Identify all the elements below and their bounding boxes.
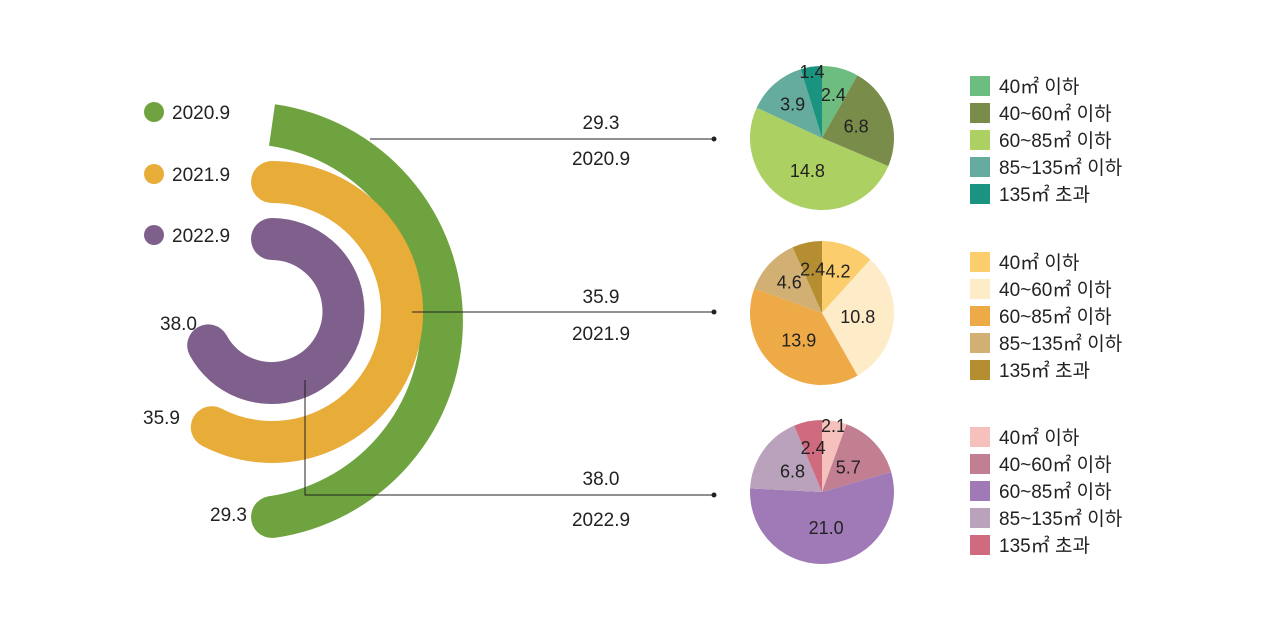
arc-value-2021-9: 35.9 xyxy=(143,408,180,429)
connector-value-2021-9: 35.9 xyxy=(583,287,620,308)
pie-1-legend-swatch-0 xyxy=(970,252,990,272)
pie-2-legend-swatch-2 xyxy=(970,481,990,501)
pie-1-slice-2 xyxy=(750,288,858,385)
pie-0-legend-swatch-0 xyxy=(970,76,990,96)
arc-2020-9-cap xyxy=(251,496,293,538)
pie-0-legend-label-3: 85~135㎡ 이하 xyxy=(999,156,1122,179)
pie-2-slice-4-label: 2.4 xyxy=(801,438,826,458)
legend-dot-2022-9 xyxy=(144,225,164,245)
pie-0-slice-1-label: 6.8 xyxy=(844,116,869,136)
pie-1-legend-label-3: 85~135㎡ 이하 xyxy=(999,332,1122,355)
legend-dot-2020-9 xyxy=(144,102,164,122)
legend-dot-2021-9 xyxy=(144,164,164,184)
pie-1-legend-label-2: 60~85㎡ 이하 xyxy=(999,305,1112,328)
arc-value-2020-9: 29.3 xyxy=(210,505,247,526)
pie-0-slice-4-label: 1.4 xyxy=(799,62,824,82)
pie-0-legend-swatch-1 xyxy=(970,103,990,123)
pie-0-slice-0-label: 2.4 xyxy=(821,85,846,105)
connector-dot-2022-9 xyxy=(711,492,717,498)
pie-2-legend-swatch-3 xyxy=(970,508,990,528)
pie-2-slice-1-label: 5.7 xyxy=(836,457,861,477)
pie-1-slice-4-label: 2.4 xyxy=(800,259,825,279)
pie-1-legend-label-1: 40~60㎡ 이하 xyxy=(999,278,1112,301)
pie-2-legend-label-2: 60~85㎡ 이하 xyxy=(999,480,1112,503)
arc-value-2022-9: 38.0 xyxy=(160,314,197,335)
pie-0-legend-label-0: 40㎡ 이하 xyxy=(999,75,1079,98)
pie-2-slice-0 xyxy=(822,420,847,492)
pie-1-legend-swatch-2 xyxy=(970,306,990,326)
pie-2-legend-label-0: 40㎡ 이하 xyxy=(999,426,1079,449)
arc-2021-9 xyxy=(190,161,424,463)
pie-0-slice-4 xyxy=(800,66,822,138)
pie-1-slice-3 xyxy=(754,247,822,313)
pie-1-slice-0-label: 4.2 xyxy=(826,261,851,281)
pie-2-legend-label-1: 40~60㎡ 이하 xyxy=(999,453,1112,476)
pie-0-slice-2 xyxy=(749,107,889,211)
pie-1-slice-4 xyxy=(792,241,822,313)
arc-2020-9 xyxy=(268,104,463,538)
pie-2-slice-2-label: 21.0 xyxy=(809,518,844,538)
pie-2-slice-2 xyxy=(750,472,894,564)
pie-1-legend-swatch-3 xyxy=(970,333,990,353)
pie-1-slice-1 xyxy=(822,259,894,376)
pie-0-legend-swatch-2 xyxy=(970,130,990,150)
pie-1-slice-1-label: 10.8 xyxy=(840,307,875,327)
connector-2022-9 xyxy=(304,380,713,496)
pie-0-legend-swatch-3 xyxy=(970,157,990,177)
pie-0-slice-3-label: 3.9 xyxy=(780,94,805,114)
pie-0-legend-label-4: 135㎡ 초과 xyxy=(999,183,1090,206)
pie-0-slice-3 xyxy=(756,69,822,138)
connector-period-2022-9: 2022.9 xyxy=(572,510,630,531)
pie-2-slice-3-label: 6.8 xyxy=(780,461,805,481)
pie-2-legend-swatch-0 xyxy=(970,427,990,447)
pie-2-legend-swatch-1 xyxy=(970,454,990,474)
connector-dot-2020-9 xyxy=(711,136,717,142)
legend-label-2022-9: 2022.9 xyxy=(172,226,230,247)
connector-value-2022-9: 38.0 xyxy=(583,469,620,490)
pie-0-slice-0 xyxy=(822,66,858,138)
legend-label-2020-9: 2020.9 xyxy=(172,103,230,124)
connector-period-2020-9: 2020.9 xyxy=(572,149,630,170)
pie-2-slice-4 xyxy=(794,420,822,492)
pie-2-legend-label-3: 85~135㎡ 이하 xyxy=(999,507,1122,530)
legend-label-2021-9: 2021.9 xyxy=(172,165,230,186)
pie-2-legend-swatch-4 xyxy=(970,535,990,555)
connector-dot-2021-9 xyxy=(711,309,717,315)
period-legend: 2020.9 2021.9 2022.9 xyxy=(144,102,230,247)
pie-2-legend-label-4: 135㎡ 초과 xyxy=(999,534,1090,557)
connector-value-2020-9: 29.3 xyxy=(583,113,620,134)
pie-1-legend-swatch-1 xyxy=(970,279,990,299)
pie-charts: 2.4 6.8 14.8 3.9 1.4 40㎡ 이하 40~60㎡ 이하 60~85㎡ 이하… xyxy=(749,62,1122,564)
pie-0-slice-2-label: 14.8 xyxy=(790,161,825,181)
connectors xyxy=(304,138,713,496)
pie-0-legend-label-2: 60~85㎡ 이하 xyxy=(999,129,1112,152)
arc-2022-9 xyxy=(187,218,365,404)
pie-1-slice-3-label: 4.6 xyxy=(777,273,802,293)
pie-1-slice-0 xyxy=(822,241,871,313)
pie-2-slice-1 xyxy=(822,424,892,492)
pie-1-legend-label-0: 40㎡ 이하 xyxy=(999,251,1079,274)
pie-0-legend-swatch-4 xyxy=(970,184,990,204)
pie-2-slice-0-label: 2.1 xyxy=(821,416,846,436)
connector-period-2021-9: 2021.9 xyxy=(572,324,630,345)
pie-1-legend-label-4: 135㎡ 초과 xyxy=(999,359,1090,382)
radial-arcs xyxy=(187,104,463,538)
pie-0-slice-1 xyxy=(822,75,894,167)
pie-1-slice-2-label: 13.9 xyxy=(781,331,816,351)
pie-1-legend-swatch-4 xyxy=(970,360,990,380)
pie-2-slice-3 xyxy=(750,425,822,492)
pie-0-legend-label-1: 40~60㎡ 이하 xyxy=(999,102,1112,125)
